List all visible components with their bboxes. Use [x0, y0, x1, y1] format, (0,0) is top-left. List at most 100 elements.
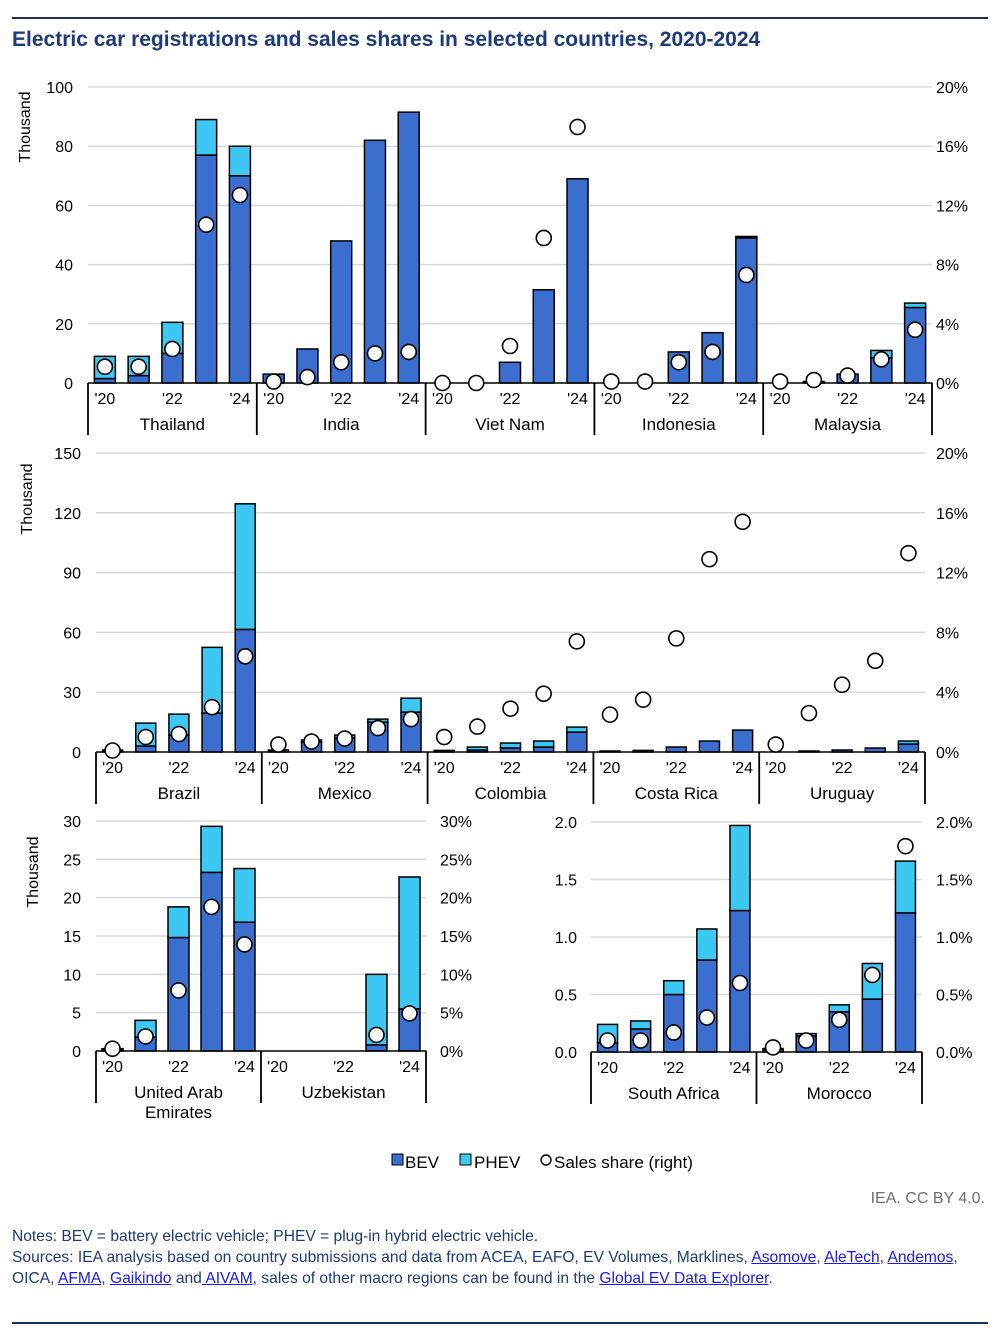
y-tick-label: 5: [72, 1006, 81, 1023]
y2-tick-label: 2.0%: [936, 815, 972, 832]
bar-bev: [498, 361, 522, 384]
sales-share-marker: [900, 544, 917, 562]
bar-phev: [897, 740, 920, 745]
y2-tick-label: 12%: [936, 198, 968, 215]
bar-phev: [167, 906, 190, 939]
x-tick-label: '20: [267, 1059, 288, 1076]
y-tick-label: 20: [63, 891, 81, 908]
sources-suffix: .: [768, 1270, 773, 1287]
legend-label-bev: BEV: [405, 1153, 440, 1172]
sales-share-marker: [569, 118, 586, 136]
sales-share-marker: [203, 698, 221, 716]
bar-phev: [735, 235, 758, 239]
sources-sep: ,: [879, 1249, 888, 1266]
x-tick-label: '20: [601, 391, 622, 408]
y2-tick-label: 1.0%: [936, 930, 972, 947]
link-global-ev-data-explorer[interactable]: Global EV Data Explorer: [599, 1270, 769, 1287]
sales-share-marker: [502, 700, 519, 717]
bar-phev: [729, 824, 751, 912]
y-tick-label: 25: [63, 852, 81, 869]
bottom-rule: [12, 1322, 988, 1324]
y2-tick-label: 8%: [936, 258, 959, 275]
sales-share-marker: [104, 1040, 121, 1057]
link-asomove[interactable]: Asomove: [751, 1249, 817, 1266]
y2-tick-label: 4%: [936, 317, 959, 334]
bar-bev: [566, 178, 589, 384]
sales-share-marker: [897, 837, 914, 855]
x-tick-label: '22: [334, 760, 355, 777]
sales-share-marker: [670, 353, 688, 371]
link-afma[interactable]: AFMA: [57, 1270, 102, 1287]
y2-tick-label: 0.0%: [936, 1045, 972, 1062]
y-tick-label: 30: [63, 814, 81, 831]
y-axis-label: Thousand: [17, 91, 34, 162]
sales-share-marker: [873, 351, 890, 368]
y-tick-label: 0: [64, 376, 73, 393]
sales-share-marker: [599, 1032, 616, 1049]
bar-bev: [161, 352, 184, 384]
y2-tick-label: 8%: [936, 625, 959, 642]
sales-share-marker: [270, 736, 287, 753]
y-tick-label: 40: [55, 258, 73, 275]
y-axis-label: Thousand: [19, 463, 36, 534]
y-tick-label: 100: [46, 80, 73, 97]
x-tick-label: '24: [732, 760, 753, 777]
bar-phev: [194, 118, 218, 156]
x-tick-label: '22: [663, 1060, 684, 1077]
bar-bev: [127, 374, 150, 384]
sales-share-marker: [299, 368, 316, 386]
y-tick-label: 2.0: [555, 815, 577, 832]
x-tick-label: '24: [234, 1059, 255, 1076]
y-tick-label: 0.0: [555, 1045, 577, 1062]
y2-tick-label: 20%: [440, 891, 472, 908]
sales-share-marker: [800, 704, 818, 722]
sales-share-marker: [130, 358, 147, 376]
notes-block: Notes: BEV = battery electric vehicle; P…: [12, 1226, 987, 1289]
y-tick-label: 0.5: [555, 988, 577, 1005]
sales-share-marker: [535, 685, 552, 702]
y2-tick-label: 20%: [936, 80, 968, 97]
sales-share-marker: [864, 966, 881, 984]
bar-bev: [532, 289, 556, 384]
sales-share-marker: [704, 343, 721, 361]
sales-share-marker: [400, 343, 418, 361]
sales-share-marker: [369, 719, 387, 737]
link-aletech[interactable]: AleTech: [824, 1249, 880, 1266]
x-tick-label: '24: [235, 760, 256, 777]
link-aivam[interactable]: AIVAM,: [201, 1270, 258, 1287]
x-tick-label: '20: [432, 391, 453, 408]
y-tick-label: 20: [55, 317, 73, 334]
link-gaikindo[interactable]: Gaikindo: [109, 1270, 172, 1287]
y2-tick-label: 0%: [440, 1044, 463, 1061]
legend-swatch-phev: [459, 1153, 472, 1166]
bar-phev: [433, 749, 455, 752]
group-label: India: [323, 415, 360, 434]
y2-tick-label: 1.5%: [936, 873, 972, 890]
sales-share-marker: [170, 725, 188, 743]
sales-share-marker: [764, 1039, 782, 1056]
sales-share-marker: [137, 728, 155, 746]
sales-share-marker: [469, 718, 486, 735]
x-tick-label: '24: [399, 1059, 420, 1076]
link-andemos[interactable]: Andemos: [887, 1249, 954, 1266]
y-tick-label: 0: [72, 1044, 81, 1061]
y2-tick-label: 15%: [440, 929, 472, 946]
x-tick-label: '24: [898, 760, 919, 777]
bar-bev: [194, 154, 218, 384]
legend-swatch-bev: [391, 1153, 404, 1166]
sales-share-marker: [197, 216, 215, 233]
y2-tick-label: 25%: [440, 852, 472, 869]
group-label: Colombia: [475, 784, 547, 803]
y-tick-label: 60: [55, 198, 73, 215]
y2-tick-label: 30%: [440, 814, 472, 831]
y-tick-label: 10: [63, 967, 81, 984]
bar-phev: [200, 825, 223, 874]
group-label: Costa Rica: [635, 784, 719, 803]
notes-text: Notes: BEV = battery electric vehicle; P…: [12, 1228, 539, 1245]
sales-share-marker: [731, 974, 749, 992]
group-label: Uzbekistan: [301, 1083, 385, 1102]
bar-phev: [532, 740, 555, 748]
sales-share-marker: [833, 676, 851, 694]
sources-sep: ,: [101, 1270, 110, 1287]
bar-bev: [397, 111, 420, 384]
